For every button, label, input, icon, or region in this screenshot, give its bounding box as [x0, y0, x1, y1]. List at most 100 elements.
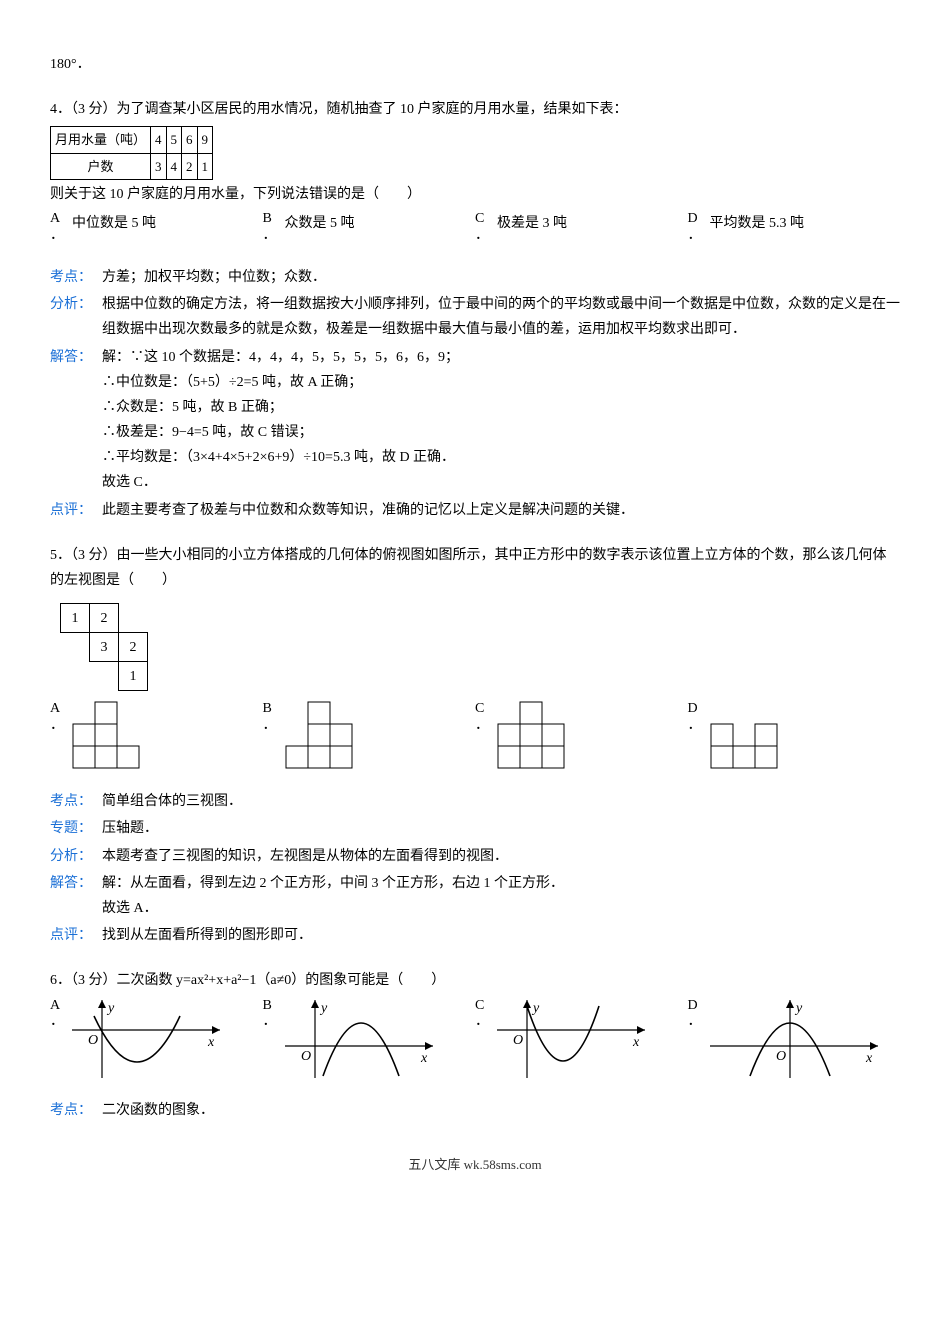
opt-a-figure: Ox y	[72, 998, 222, 1078]
q5-zhuanti: 专题： 压轴题．	[50, 816, 900, 841]
q5-fenxi: 分析： 本题考查了三视图的知识，左视图是从物体的左面看得到的视图．	[50, 844, 900, 869]
svg-text:y: y	[531, 1001, 540, 1016]
svg-text:y: y	[106, 1001, 115, 1016]
svg-text:O: O	[88, 1033, 98, 1048]
kaodian-label: 考点：	[50, 265, 102, 290]
cell: 1	[197, 153, 213, 179]
q4-jieda: 解答： 解：∵这 10 个数据是：4，4，4，5，5，5，5，6，6，9；∴中位…	[50, 345, 900, 496]
grid-cell	[90, 662, 119, 691]
q5-top-view-grid: 12321	[60, 603, 148, 691]
svg-text:x: x	[865, 1051, 873, 1066]
cell: 月用水量（吨）	[51, 127, 151, 153]
svg-text:O: O	[776, 1049, 786, 1064]
opt-a-text: 中位数是 5 吨	[72, 211, 156, 236]
q6-kaodian: 考点： 二次函数的图象．	[50, 1098, 900, 1123]
grid-cell: 1	[119, 662, 148, 691]
grid-cell	[61, 633, 90, 662]
jieda-line: ∴极差是：9−4=5 吨，故 C 错误；	[102, 420, 900, 445]
svg-text:O: O	[513, 1033, 523, 1048]
opt-b-text: 众数是 5 吨	[285, 211, 355, 236]
grid-cell: 2	[90, 604, 119, 633]
opt-d-figure: Ox y	[710, 998, 880, 1078]
cell: 3	[151, 153, 167, 179]
page-footer: 五八文库 wk.58sms.com	[50, 1153, 900, 1176]
opt-c-figure: Ox y	[497, 998, 647, 1078]
q5-dianping: 点评： 找到从左面看所得到的图形即可．	[50, 923, 900, 948]
opt-b-figure	[285, 701, 353, 769]
svg-text:O: O	[301, 1049, 311, 1064]
q5-kaodian: 考点： 简单组合体的三视图．	[50, 789, 900, 814]
cell: 2	[182, 153, 198, 179]
kaodian-label: 考点：	[50, 1098, 102, 1123]
dianping-label: 点评：	[50, 498, 102, 523]
dianping-text: 找到从左面看所得到的图形即可．	[102, 923, 900, 948]
q4-dianping: 点评： 此题主要考查了极差与中位数和众数等知识，准确的记忆以上定义是解决问题的关…	[50, 498, 900, 523]
jieda-line: 解：∵这 10 个数据是：4，4，4，5，5，5，5，6，6，9；	[102, 345, 900, 370]
cell: 4	[166, 153, 182, 179]
grid-cell: 1	[61, 604, 90, 633]
dianping-label: 点评：	[50, 923, 102, 948]
jieda-line: 故选 A．	[102, 896, 900, 921]
cell: 9	[197, 127, 213, 153]
jieda-line: ∴平均数是：（3×4+4×5+2×6+9）÷10=5.3 吨，故 D 正确．	[102, 445, 900, 470]
q5-stem: 5．（3 分）由一些大小相同的小立方体搭成的几何体的俯视图如图所示，其中正方形中…	[50, 543, 900, 593]
jieda-line: ∴中位数是：（5+5）÷2=5 吨，故 A 正确；	[102, 370, 900, 395]
cell: 4	[151, 127, 167, 153]
opt-c-label: C．	[475, 701, 489, 735]
jieda-label: 解答：	[50, 871, 102, 921]
opt-d-figure	[710, 701, 778, 769]
jieda-text: 解：从左面看，得到左边 2 个正方形，中间 3 个正方形，右边 1 个正方形．故…	[102, 871, 900, 921]
q4-options: A． 中位数是 5 吨 B． 众数是 5 吨 C． 极差是 3 吨 D． 平均数是 5.…	[50, 211, 900, 245]
opt-a-label: A．	[50, 211, 64, 245]
cell: 户数	[51, 153, 151, 179]
q4-fenxi: 分析： 根据中位数的确定方法，将一组数据按大小顺序排列，位于最中间的两个的平均数…	[50, 292, 900, 342]
cell: 6	[182, 127, 198, 153]
svg-text:x: x	[207, 1035, 215, 1050]
table-row: 户数 3 4 2 1	[51, 153, 213, 179]
q6-options: A． Ox y B． Ox y C． Ox y D． Ox y	[50, 998, 900, 1078]
opt-d-label: D．	[688, 211, 702, 245]
jieda-line: ∴众数是：5 吨，故 B 正确；	[102, 395, 900, 420]
opt-a-figure	[72, 701, 140, 769]
opt-d-text: 平均数是 5.3 吨	[710, 211, 805, 236]
fenxi-label: 分析：	[50, 844, 102, 869]
svg-text:y: y	[319, 1001, 328, 1016]
opt-b-label: B．	[263, 998, 277, 1032]
kaodian-text: 简单组合体的三视图．	[102, 789, 900, 814]
dianping-text: 此题主要考查了极差与中位数和众数等知识，准确的记忆以上定义是解决问题的关键．	[102, 498, 900, 523]
cell: 5	[166, 127, 182, 153]
fenxi-label: 分析：	[50, 292, 102, 342]
opt-a-label: A．	[50, 998, 64, 1032]
table-row: 月用水量（吨） 4 5 6 9	[51, 127, 213, 153]
opt-b-label: B．	[263, 211, 277, 245]
fenxi-text: 根据中位数的确定方法，将一组数据按大小顺序排列，位于最中间的两个的平均数或最中间…	[102, 292, 900, 342]
q4-table: 月用水量（吨） 4 5 6 9 户数 3 4 2 1	[50, 126, 213, 180]
text-180: 180°．	[50, 52, 900, 77]
q5-options: A． B． C． D．	[50, 701, 900, 769]
opt-c-figure	[497, 701, 565, 769]
kaodian-text: 二次函数的图象．	[102, 1098, 900, 1123]
q5-jieda: 解答： 解：从左面看，得到左边 2 个正方形，中间 3 个正方形，右边 1 个正…	[50, 871, 900, 921]
svg-text:x: x	[420, 1051, 428, 1066]
svg-text:x: x	[632, 1035, 640, 1050]
opt-c-text: 极差是 3 吨	[497, 211, 567, 236]
opt-d-label: D．	[688, 998, 702, 1032]
q4-stem: 4．（3 分）为了调查某小区居民的用水情况，随机抽查了 10 户家庭的月用水量，…	[50, 97, 900, 122]
q6-stem: 6．（3 分）二次函数 y=ax²+x+a²−1（a≠0）的图象可能是（ ）	[50, 968, 900, 993]
jieda-label: 解答：	[50, 345, 102, 496]
fenxi-text: 本题考查了三视图的知识，左视图是从物体的左面看得到的视图．	[102, 844, 900, 869]
q4-stem2: 则关于这 10 户家庭的月用水量，下列说法错误的是（ ）	[50, 182, 900, 207]
opt-c-label: C．	[475, 998, 489, 1032]
opt-b-figure: Ox y	[285, 998, 435, 1078]
opt-d-label: D．	[688, 701, 702, 735]
jieda-line: 解：从左面看，得到左边 2 个正方形，中间 3 个正方形，右边 1 个正方形．	[102, 871, 900, 896]
grid-cell	[61, 662, 90, 691]
zhuanti-text: 压轴题．	[102, 816, 900, 841]
grid-cell: 3	[90, 633, 119, 662]
zhuanti-label: 专题：	[50, 816, 102, 841]
opt-c-label: C．	[475, 211, 489, 245]
jieda-line: 故选 C．	[102, 470, 900, 495]
svg-text:y: y	[794, 1001, 803, 1016]
q4-kaodian: 考点： 方差；加权平均数；中位数；众数．	[50, 265, 900, 290]
grid-cell	[119, 604, 148, 633]
